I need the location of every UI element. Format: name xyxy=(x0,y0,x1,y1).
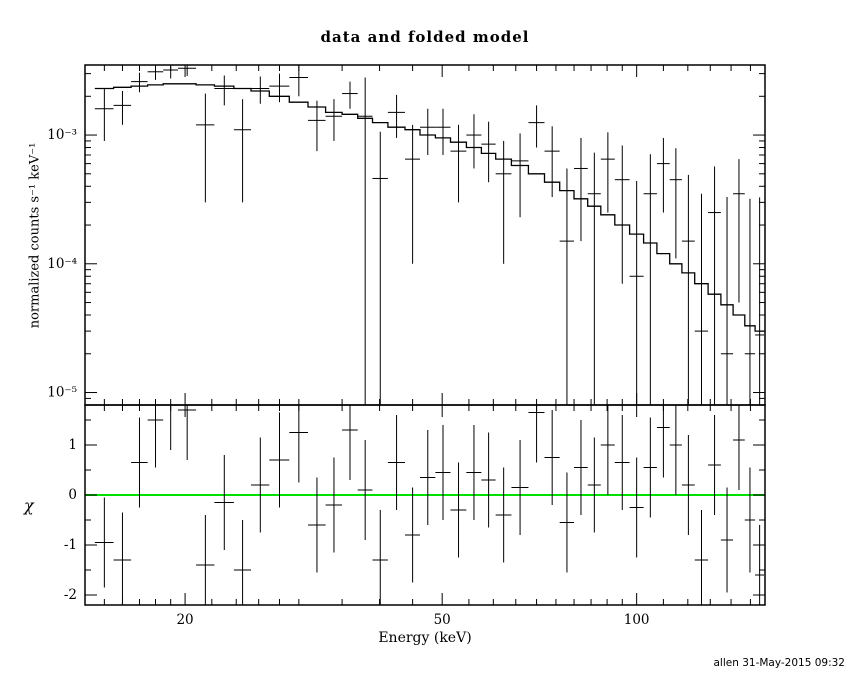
y-tick-label: 10⁻⁵ xyxy=(47,385,77,401)
top-panel-marks xyxy=(94,65,765,405)
model-step-line xyxy=(94,83,765,332)
x-axis-label: Energy (keV) xyxy=(378,630,472,646)
y-tick-label: 1 xyxy=(68,437,77,453)
bottom-panel-marks xyxy=(85,405,765,605)
y-tick-label: 10⁻³ xyxy=(47,127,77,143)
x-tick-label: 50 xyxy=(434,612,451,628)
x-tick-label: 100 xyxy=(624,612,650,628)
y-tick-label: -2 xyxy=(64,587,77,603)
y-tick-label: -1 xyxy=(64,537,77,553)
plot-timestamp: allen 31-May-2015 09:32 xyxy=(713,657,845,669)
y-tick-label: 0 xyxy=(68,487,77,503)
x-tick-label: 20 xyxy=(176,612,193,628)
y-axis-label-chi: χ xyxy=(24,496,34,515)
y-tick-label: 10⁻⁴ xyxy=(47,256,77,272)
plot-title: data and folded model xyxy=(320,28,530,46)
y-axis-label-counts: normalized counts s⁻¹ keV⁻¹ xyxy=(27,142,43,329)
bottom-panel-frame xyxy=(84,404,766,606)
top-panel-frame xyxy=(84,64,766,406)
